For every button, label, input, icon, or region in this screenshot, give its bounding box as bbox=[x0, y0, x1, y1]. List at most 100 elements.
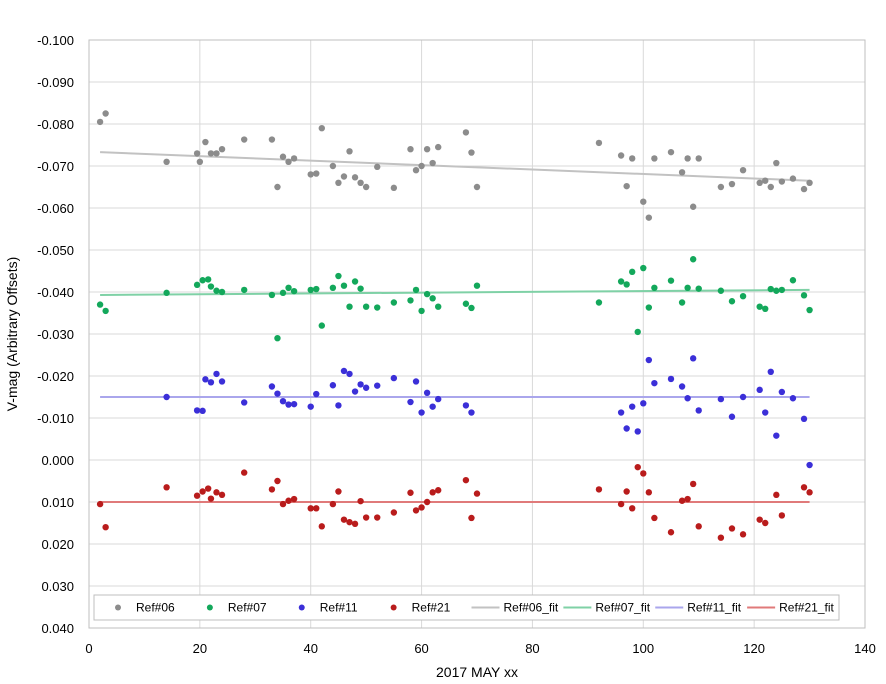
point-ref-07 bbox=[241, 286, 248, 294]
point-ref-21 bbox=[468, 514, 475, 522]
point-ref-06 bbox=[418, 162, 425, 170]
point-ref-11 bbox=[340, 367, 348, 375]
point-layer bbox=[96, 110, 813, 541]
x-tick-label: 80 bbox=[525, 641, 539, 656]
point-ref-11 bbox=[241, 399, 248, 406]
y-tick-label: -0.070 bbox=[37, 159, 74, 174]
point-ref-21 bbox=[629, 505, 636, 512]
point-ref-06 bbox=[728, 180, 736, 188]
point-ref-21 bbox=[407, 489, 414, 496]
point-ref-11 bbox=[429, 403, 436, 410]
point-ref-07 bbox=[318, 322, 325, 329]
point-ref-11 bbox=[640, 400, 647, 407]
point-ref-21 bbox=[695, 523, 702, 530]
point-ref-07 bbox=[340, 282, 348, 289]
point-ref-21 bbox=[645, 489, 653, 496]
point-ref-11 bbox=[268, 383, 276, 390]
point-ref-21 bbox=[728, 525, 736, 532]
point-ref-06 bbox=[689, 203, 697, 210]
point-ref-06 bbox=[617, 152, 625, 159]
point-ref-21 bbox=[462, 476, 470, 484]
point-ref-21 bbox=[204, 485, 212, 492]
point-ref-11 bbox=[374, 382, 381, 389]
point-ref-21 bbox=[595, 486, 603, 493]
point-ref-21 bbox=[762, 519, 769, 527]
point-ref-07 bbox=[199, 277, 206, 284]
point-ref-11 bbox=[346, 370, 353, 378]
point-ref-07 bbox=[218, 288, 226, 296]
point-ref-21 bbox=[163, 484, 170, 491]
point-ref-07 bbox=[374, 304, 381, 311]
point-ref-06 bbox=[412, 167, 420, 174]
point-ref-07 bbox=[351, 278, 359, 285]
point-ref-21 bbox=[651, 514, 658, 522]
legend-label-ref-06-fit: Ref#06_fit bbox=[504, 601, 559, 615]
point-ref-06 bbox=[651, 155, 658, 162]
y-tick-label: 0.020 bbox=[41, 537, 74, 552]
point-ref-21 bbox=[340, 516, 348, 523]
point-ref-07 bbox=[634, 328, 641, 336]
point-ref-06 bbox=[762, 177, 769, 184]
point-ref-11 bbox=[279, 398, 287, 405]
point-ref-07 bbox=[617, 278, 625, 285]
point-ref-11 bbox=[412, 378, 420, 385]
y-tick-label: -0.090 bbox=[37, 75, 74, 90]
legend-marker-ref-21 bbox=[390, 604, 397, 611]
legend-label-ref-21-fit: Ref#21_fit bbox=[779, 601, 834, 615]
y-tick-label: -0.050 bbox=[37, 243, 74, 258]
point-ref-06 bbox=[623, 182, 630, 190]
y-tick-label: -0.100 bbox=[37, 33, 74, 48]
point-ref-07 bbox=[279, 289, 287, 297]
point-ref-11 bbox=[717, 395, 725, 403]
point-ref-11 bbox=[623, 425, 630, 432]
legend-marker-ref-11 bbox=[298, 604, 305, 611]
point-ref-07 bbox=[418, 307, 425, 315]
point-ref-11 bbox=[329, 382, 337, 389]
point-ref-07 bbox=[285, 284, 292, 291]
y-tick-label: 0.040 bbox=[41, 621, 74, 636]
point-ref-07 bbox=[623, 281, 630, 288]
point-ref-06 bbox=[340, 173, 348, 180]
point-ref-06 bbox=[335, 179, 342, 186]
point-ref-07 bbox=[96, 301, 104, 308]
point-ref-21 bbox=[773, 491, 780, 499]
point-ref-06 bbox=[695, 155, 702, 162]
point-ref-07 bbox=[789, 277, 797, 284]
point-ref-21 bbox=[102, 524, 109, 531]
point-ref-07 bbox=[423, 290, 431, 298]
point-ref-21 bbox=[640, 470, 647, 477]
point-ref-07 bbox=[684, 284, 691, 291]
point-ref-07 bbox=[739, 293, 747, 300]
x-axis-title: 2017 MAY xx bbox=[436, 664, 518, 680]
point-ref-07 bbox=[357, 285, 364, 292]
point-ref-21 bbox=[689, 480, 697, 488]
point-ref-11 bbox=[651, 379, 658, 387]
point-ref-21 bbox=[318, 523, 325, 530]
point-ref-07 bbox=[778, 286, 786, 294]
point-ref-21 bbox=[335, 488, 342, 495]
point-ref-06 bbox=[268, 136, 276, 143]
y-tick-label: 0.030 bbox=[41, 579, 74, 594]
point-ref-11 bbox=[335, 402, 342, 409]
point-ref-06 bbox=[806, 179, 813, 186]
point-ref-06 bbox=[407, 146, 414, 153]
point-ref-06 bbox=[473, 183, 481, 191]
point-ref-06 bbox=[346, 148, 353, 155]
point-ref-07 bbox=[290, 287, 298, 295]
point-ref-21 bbox=[329, 500, 337, 508]
point-ref-11 bbox=[695, 407, 702, 414]
y-tick-label: -0.010 bbox=[37, 411, 74, 426]
point-ref-06 bbox=[207, 150, 215, 157]
point-ref-06 bbox=[429, 159, 436, 167]
point-ref-07 bbox=[689, 256, 697, 263]
point-ref-06 bbox=[193, 150, 201, 157]
point-ref-07 bbox=[268, 291, 276, 299]
fit-line-ref-07-fit bbox=[100, 288, 810, 296]
point-ref-21 bbox=[307, 505, 314, 512]
point-ref-11 bbox=[773, 432, 780, 439]
point-ref-21 bbox=[806, 489, 813, 496]
point-ref-07 bbox=[473, 282, 481, 289]
point-ref-06 bbox=[218, 146, 226, 153]
point-ref-07 bbox=[695, 285, 702, 292]
